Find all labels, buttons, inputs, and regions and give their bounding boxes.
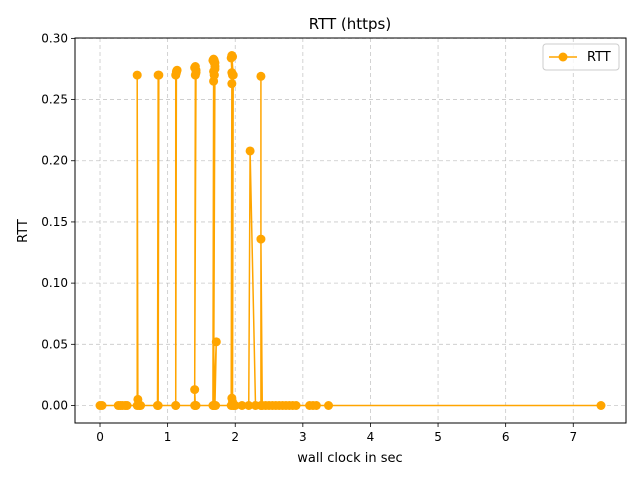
y-tick-label: 0.30 (41, 31, 68, 45)
axis-ticks: 0 1 2 3 4 5 6 7 0.00 0.05 0.10 0.15 0.20 0.25 0.30 (41, 31, 577, 444)
legend: RTT (542, 43, 620, 71)
data-point (209, 55, 219, 65)
plot-frame (74, 37, 627, 424)
data-point (324, 401, 334, 410)
y-tick-label: 0.25 (41, 93, 68, 107)
data-point (237, 401, 247, 410)
data-point (311, 401, 321, 410)
x-axis-label: wall clock in sec (297, 451, 402, 466)
data-point (228, 70, 238, 80)
data-point (132, 70, 142, 80)
data-point (291, 401, 301, 410)
x-tick-label: 1 (164, 430, 172, 444)
data-point (153, 401, 163, 410)
data-point (97, 401, 107, 410)
x-tick-label: 7 (569, 430, 577, 444)
data-point (244, 401, 254, 410)
data-point (256, 71, 266, 81)
data-point (122, 401, 132, 410)
series-layer (95, 51, 606, 410)
y-tick-label: 0.05 (41, 337, 68, 351)
data-point (171, 401, 181, 410)
y-tick-label: 0.10 (41, 276, 68, 290)
data-point (227, 51, 237, 60)
data-point (227, 393, 237, 403)
data-point (227, 79, 237, 89)
legend-box (542, 43, 620, 71)
data-point (596, 401, 606, 410)
legend-marker-swatch (558, 52, 568, 62)
x-tick-label: 0 (96, 430, 104, 444)
data-point (191, 68, 201, 78)
y-tick-label: 0.15 (41, 215, 68, 229)
data-point (171, 68, 181, 78)
x-tick-label: 6 (502, 430, 510, 444)
data-point (211, 401, 221, 410)
x-tick-label: 4 (367, 430, 375, 444)
x-tick-label: 3 (299, 430, 307, 444)
data-point (230, 401, 240, 410)
x-tick-label: 5 (434, 430, 442, 444)
data-point (245, 146, 255, 156)
y-axis-label: RTT (16, 219, 31, 243)
legend-label: RTT (587, 50, 611, 65)
data-point (190, 385, 200, 395)
y-tick-label: 0.20 (41, 154, 68, 168)
data-point (136, 401, 146, 410)
y-tick-label: 0.00 (41, 399, 68, 413)
data-point (209, 70, 219, 80)
data-point (256, 234, 266, 244)
data-point (154, 70, 164, 80)
data-point (191, 401, 201, 410)
x-tick-label: 2 (231, 430, 239, 444)
data-point (211, 337, 221, 347)
chart-title: RTT (https) (309, 15, 391, 33)
